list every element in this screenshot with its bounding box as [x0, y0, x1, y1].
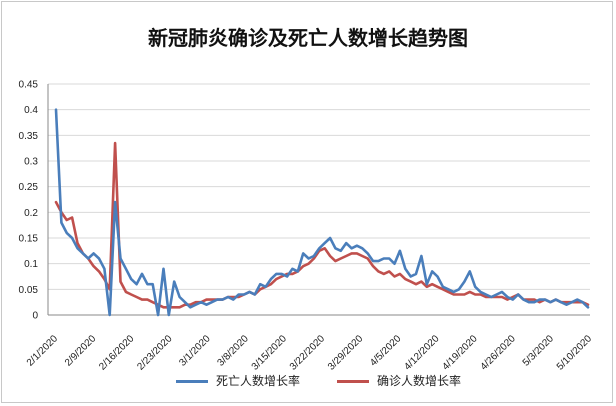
series-line-deaths	[54, 108, 590, 317]
x-tick-label: 4/19/2020	[440, 333, 480, 373]
y-gridlines	[48, 83, 590, 290]
y-tick-label: 0.35	[19, 131, 39, 142]
axes	[47, 84, 590, 316]
y-tick-label: 0.45	[19, 80, 39, 91]
y-tick-labels: 0 0.05 0.1 0.15 0.2 0.25 0.3 0.35 0.4 0.45	[19, 80, 39, 322]
series-lines	[54, 108, 590, 317]
legend-swatch-confirmed	[337, 380, 369, 383]
y-tick-label: 0.1	[24, 259, 38, 270]
x-tick-label: 4/26/2020	[479, 333, 519, 373]
x-tick-label: 2/9/2020	[63, 333, 99, 369]
x-tick-label: 3/22/2020	[288, 333, 328, 373]
legend-label-confirmed: 确诊人数增长率	[377, 374, 462, 388]
y-tick-label: 0.2	[24, 208, 38, 219]
y-tick-label: 0.3	[24, 157, 38, 168]
x-tick-label: 2/16/2020	[97, 333, 137, 373]
series-line-confirmed	[54, 141, 590, 309]
x-tick-label: 5/3/2020	[521, 333, 557, 369]
x-tick-label: 3/8/2020	[216, 333, 252, 369]
x-tick-label: 3/29/2020	[326, 333, 366, 373]
y-tick-label: 0.25	[19, 182, 39, 193]
legend: 死亡人数增长率 确诊人数增长率	[0, 372, 616, 390]
x-tick-label: 3/15/2020	[250, 333, 290, 373]
legend-label-deaths: 死亡人数增长率	[216, 374, 301, 388]
x-tick-label: 2/1/2020	[25, 333, 61, 369]
x-tick-label: 4/12/2020	[402, 333, 442, 373]
y-tick-label: 0.05	[19, 285, 39, 296]
x-tick-label: 4/5/2020	[368, 333, 404, 369]
x-tick-label: 3/1/2020	[177, 333, 213, 369]
legend-swatch-deaths	[176, 380, 208, 383]
x-tick-label: 2/23/2020	[135, 333, 175, 373]
y-tick-label: 0	[32, 311, 38, 322]
y-tick-label: 0.15	[19, 234, 39, 245]
x-tick-label: 5/10/2020	[555, 333, 595, 373]
y-tick-label: 0.4	[24, 105, 38, 116]
chart-title: 新冠肺炎确诊及死亡人数增长趋势图	[148, 26, 468, 50]
